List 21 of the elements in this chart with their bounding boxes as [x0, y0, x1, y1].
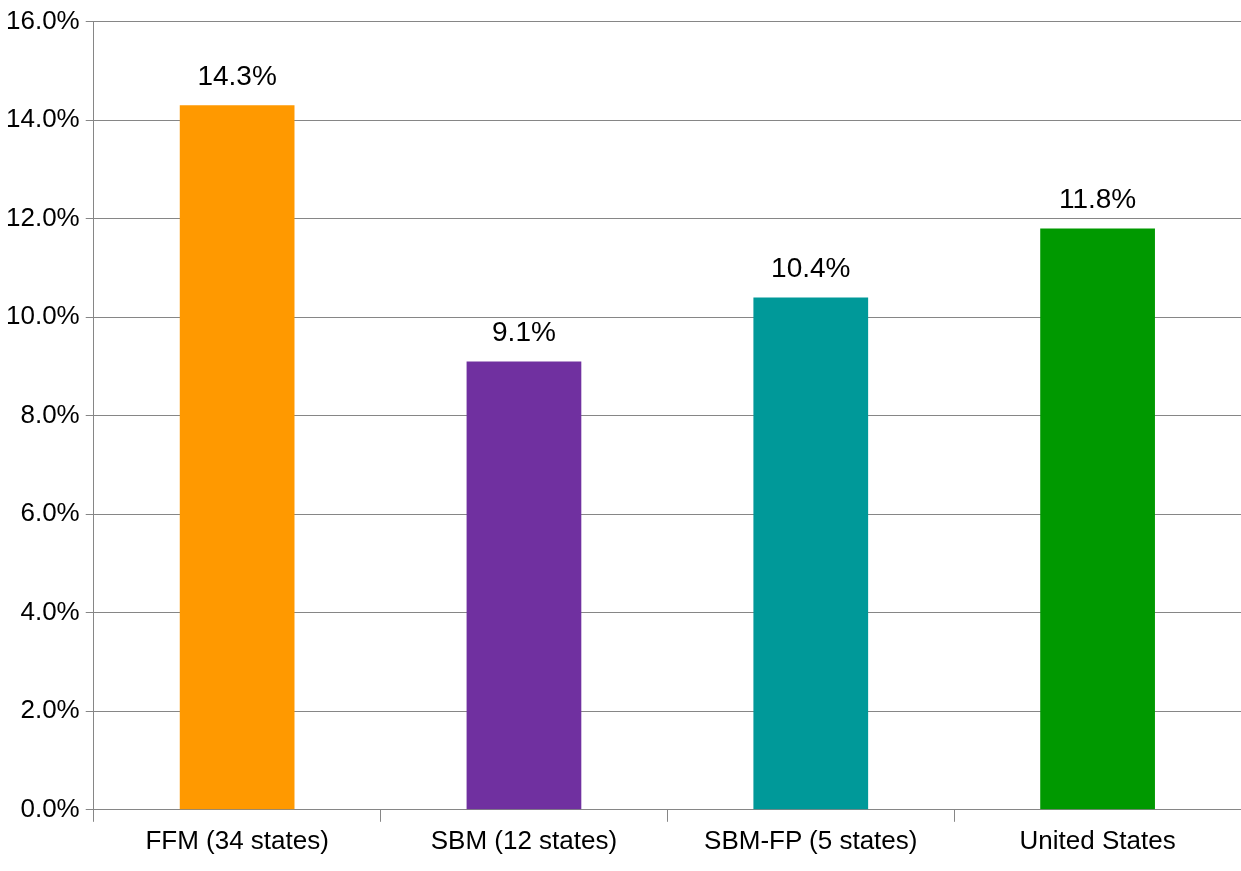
y-tick-label: 16.0%: [5, 4, 80, 35]
bar: [466, 361, 582, 810]
x-tick-label: United States: [1019, 824, 1176, 855]
bar: [753, 297, 869, 810]
y-tick-label: 4.0%: [20, 595, 80, 626]
x-tick-label: FFM (34 states): [145, 824, 329, 855]
y-tick-label: 12.0%: [5, 201, 80, 232]
data-label: 11.8%: [1058, 183, 1137, 215]
y-tick-label: 6.0%: [20, 497, 80, 528]
y-tick-label: 10.0%: [5, 300, 80, 331]
data-label: 10.4%: [771, 252, 851, 284]
y-tick-label: 8.0%: [20, 398, 80, 429]
x-tick-label: SBM (12 states): [430, 824, 618, 855]
data-label: 14.3%: [197, 60, 277, 92]
x-tick-label: SBM-FP (5 states): [704, 824, 918, 855]
data-label: 9.1%: [492, 316, 556, 348]
bar: [1040, 228, 1155, 810]
y-tick-label: 0.0%: [20, 792, 80, 823]
y-tick-label: 2.0%: [20, 694, 80, 725]
bar: [179, 105, 295, 810]
y-tick-label: 14.0%: [5, 103, 80, 134]
